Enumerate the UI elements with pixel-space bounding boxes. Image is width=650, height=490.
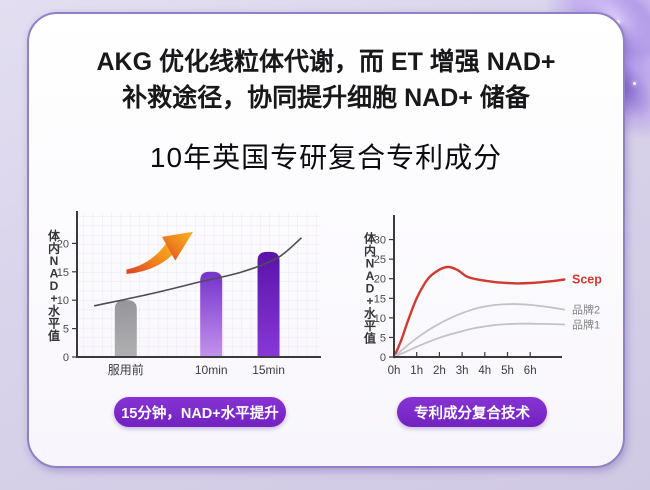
bar-服用前	[114, 300, 137, 357]
x-tick-label: 15min	[252, 363, 285, 377]
x-tick-label: 6h	[524, 365, 537, 377]
y-tick-label: 5	[63, 324, 69, 336]
headline-line-1: AKG 优化线粒体代谢，而 ET 增强 NAD+	[96, 48, 556, 76]
bar-15min	[257, 251, 280, 357]
y-tick-label: 20	[57, 238, 69, 250]
trend-line	[93, 237, 303, 307]
x-tick-label: 4h	[478, 365, 491, 377]
x-tick-label: 1h	[410, 365, 423, 377]
y-tick-label: 0	[63, 352, 69, 364]
x-tick-label: 10min	[195, 363, 228, 377]
legend-Scep: Scep	[572, 272, 602, 286]
x-tick-label: 2h	[433, 365, 446, 377]
sparkle-icon	[633, 82, 636, 85]
legend-品牌2: 品牌2	[572, 303, 600, 317]
content-card: AKG 优化线粒体代谢，而 ET 增强 NAD+ 补救途径，协同提升细胞 NAD…	[27, 12, 625, 468]
x-tick-label: 服用前	[108, 362, 144, 377]
y-tick-label: 0	[380, 352, 386, 364]
y-tick-label: 15	[57, 267, 69, 279]
y-tick-label: 10	[57, 295, 69, 307]
badge-left: 15分钟，NAD+水平提升	[114, 397, 286, 427]
legend-品牌1: 品牌1	[572, 318, 600, 332]
series-line-品牌2	[393, 303, 566, 358]
x-tick-label: 0h	[388, 365, 401, 377]
y-tick-label: 30	[374, 235, 386, 247]
y-tick-label: 10	[374, 313, 386, 325]
x-tick-label: 3h	[456, 365, 469, 377]
subheadline: 10年英国专研复合专利成分	[149, 142, 503, 173]
chart-grid	[77, 213, 321, 357]
y-tick-label: 20	[374, 274, 386, 286]
y-axis-label: 体内 N A D +水平值	[364, 231, 377, 346]
headline: AKG 优化线粒体代谢，而 ET 增强 NAD+ 补救途径，协同提升细胞 NAD…	[29, 44, 623, 116]
axes	[393, 215, 562, 358]
axes	[76, 211, 321, 358]
badge-right: 专利成分复合技术	[397, 397, 547, 427]
series-line-Scep	[392, 265, 566, 359]
growth-arrow-icon	[126, 231, 194, 274]
bar-10min	[200, 271, 223, 357]
y-tick-label: 15	[374, 293, 386, 305]
y-axis-label: 体内 N A D +水平值	[48, 228, 61, 343]
x-tick-label: 5h	[501, 365, 514, 377]
headline-line-2: 补救途径，协同提升细胞 NAD+ 储备	[122, 84, 530, 112]
series-line-品牌1	[393, 322, 566, 358]
y-tick-label: 25	[374, 254, 386, 266]
y-tick-label: 5	[380, 332, 386, 344]
